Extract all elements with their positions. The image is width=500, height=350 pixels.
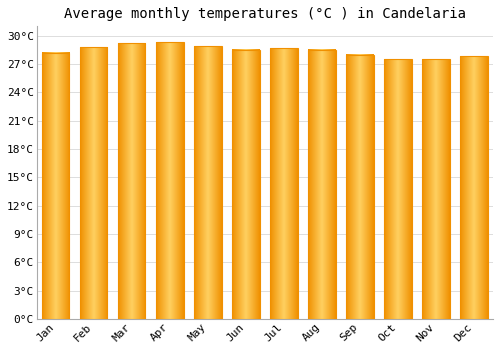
Bar bbox=[118, 43, 146, 319]
Bar bbox=[80, 47, 108, 319]
Bar bbox=[422, 59, 450, 319]
Bar bbox=[384, 59, 411, 319]
Title: Average monthly temperatures (°C ) in Candelaria: Average monthly temperatures (°C ) in Ca… bbox=[64, 7, 466, 21]
Bar bbox=[232, 50, 260, 319]
Bar bbox=[156, 42, 184, 319]
Bar bbox=[270, 48, 297, 319]
Bar bbox=[194, 46, 222, 319]
Bar bbox=[42, 53, 70, 319]
Bar bbox=[308, 50, 336, 319]
Bar bbox=[346, 55, 374, 319]
Bar bbox=[460, 56, 487, 319]
